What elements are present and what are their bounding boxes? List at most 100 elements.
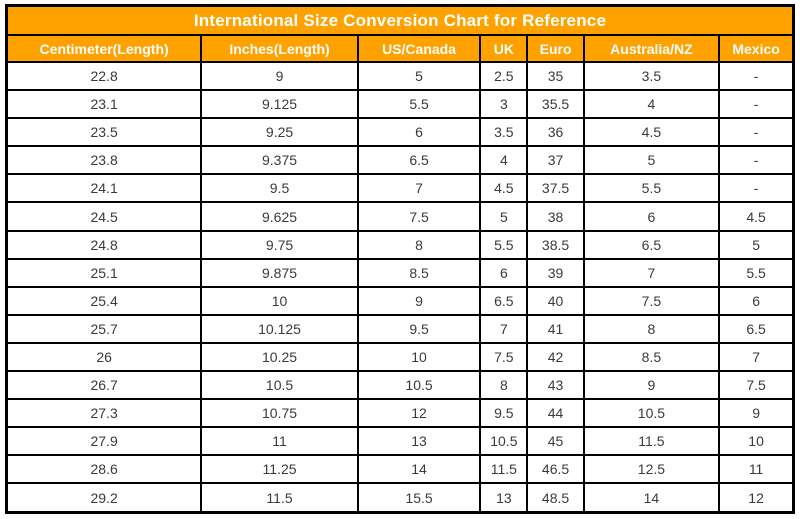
table-cell: -	[718, 117, 795, 148]
table-cell: 9.5	[479, 398, 529, 429]
table-cell: 23.5	[5, 117, 203, 148]
table-cell: 25.7	[5, 313, 203, 344]
table-cell: 9	[582, 370, 721, 401]
column-header-uk: UK	[479, 34, 529, 63]
table-cell: 10.5	[356, 370, 482, 401]
column-header-australia-nz: Australia/NZ	[582, 34, 721, 63]
column-header-mexico: Mexico	[718, 34, 795, 63]
table-cell: 6	[479, 257, 529, 288]
table-cell: 37.5	[526, 173, 585, 204]
table-cell: 26	[5, 341, 203, 373]
table-cell: 5.5	[582, 173, 721, 204]
table-cell: 37	[526, 145, 585, 176]
table-cell: 9.125	[200, 89, 359, 120]
table-cell: 4	[582, 89, 721, 120]
table-cell: 8.5	[356, 257, 482, 288]
table-cell: 11	[200, 426, 359, 457]
table-row: 27.9 11 13 10.5 45 11.5 10	[5, 426, 795, 457]
table-cell: 43	[526, 370, 585, 401]
table-cell: 12.5	[582, 454, 721, 485]
column-header-us-canada: US/Canada	[356, 34, 482, 63]
table-cell: 14	[582, 482, 721, 514]
table-cell: 4.5	[718, 201, 795, 232]
table-cell: 6	[718, 285, 795, 316]
column-header-euro: Euro	[526, 34, 585, 63]
table-cell: 40	[526, 285, 585, 316]
table-cell: 9	[200, 60, 359, 92]
table-cell: 48.5	[526, 482, 585, 514]
table-cell: 13	[479, 482, 529, 514]
table-row: 24.8 9.75 8 5.5 38.5 6.5 5	[5, 229, 795, 260]
table-row: 25.1 9.875 8.5 6 39 7 5.5	[5, 257, 795, 288]
table-cell: 23.8	[5, 145, 203, 176]
table-cell: 8.5	[582, 341, 721, 373]
table-cell: 36	[526, 117, 585, 148]
table-cell: 6.5	[582, 229, 721, 260]
table-cell: 9.5	[356, 313, 482, 344]
column-header-centimeter: Centimeter(Length)	[5, 34, 203, 63]
table-cell: 35	[526, 60, 585, 92]
table-cell: 12	[356, 398, 482, 429]
table-cell: 5	[356, 60, 482, 92]
table-cell: 23.1	[5, 89, 203, 120]
table-cell: 3	[479, 89, 529, 120]
table-cell: 7.5	[718, 370, 795, 401]
table-cell: 2.5	[479, 60, 529, 92]
table-cell: 11.5	[200, 482, 359, 514]
table-cell: 27.9	[5, 426, 203, 457]
table-cell: 25.1	[5, 257, 203, 288]
table-cell: 11	[718, 454, 795, 485]
table-cell: 6.5	[718, 313, 795, 344]
header-row: Centimeter(Length) Inches(Length) US/Can…	[5, 34, 795, 63]
table-row: 23.1 9.125 5.5 3 35.5 4-	[5, 89, 795, 120]
table-cell: 9.25	[200, 117, 359, 148]
table-row: 23.5 9.25 6 3.5 36 4.5-	[5, 117, 795, 148]
table-cell: 9.5	[200, 173, 359, 204]
table-cell: 10.5	[582, 398, 721, 429]
table-cell: 9	[718, 398, 795, 429]
table-cell: 10.25	[200, 341, 359, 373]
table-cell: 38	[526, 201, 585, 232]
table-row: 29.2 11.5 15.5 13 48.5 14 12	[5, 482, 795, 514]
table-body: 22.8 9 5 2.5 35 3.5-23.1 9.125 5.5 3 35.5 4-23.5 9.…	[5, 60, 795, 514]
table-cell: 12	[718, 482, 795, 514]
table-cell: 41	[526, 313, 585, 344]
table-cell: 9.625	[200, 201, 359, 232]
table-cell: 10	[200, 285, 359, 316]
table-cell: 10.5	[200, 370, 359, 401]
table-cell: 3.5	[479, 117, 529, 148]
table-cell: 9	[356, 285, 482, 316]
table-cell: 44	[526, 398, 585, 429]
table-cell: 7.5	[479, 341, 529, 373]
table-row: 22.8 9 5 2.5 35 3.5-	[5, 60, 795, 92]
table-cell: 29.2	[5, 482, 203, 514]
table-row: 25.4 10 9 6.5 40 7.5 6	[5, 285, 795, 316]
table-cell: 5	[582, 145, 721, 176]
table-cell: 3.5	[582, 60, 721, 92]
table-cell: 6	[356, 117, 482, 148]
table-row: 26.7 10.5 10.5 8 43 9 7.5	[5, 370, 795, 401]
table-cell: 10.75	[200, 398, 359, 429]
table-row: 24.1 9.5 7 4.5 37.5 5.5-	[5, 173, 795, 204]
table-cell: 4	[479, 145, 529, 176]
table-cell: 4.5	[582, 117, 721, 148]
table-cell: 5.5	[718, 257, 795, 288]
table-cell: 5.5	[479, 229, 529, 260]
table-cell: 7	[582, 257, 721, 288]
table-cell: 45	[526, 426, 585, 457]
table-cell: 39	[526, 257, 585, 288]
table-row: 27.3 10.75 12 9.5 44 10.5 9	[5, 398, 795, 429]
table-title: International Size Conversion Chart for …	[5, 4, 795, 36]
table-cell: 26.7	[5, 370, 203, 401]
table-cell: 10.5	[479, 426, 529, 457]
table-cell: 9.875	[200, 257, 359, 288]
table-cell: 27.3	[5, 398, 203, 429]
table-row: 26 10.25 10 7.5 42 8.5 7	[5, 341, 795, 373]
table-cell: 9.75	[200, 229, 359, 260]
table-cell: 11.25	[200, 454, 359, 485]
table-cell: 24.5	[5, 201, 203, 232]
table-cell: 5	[479, 201, 529, 232]
table-cell: 9.375	[200, 145, 359, 176]
table-cell: 35.5	[526, 89, 585, 120]
